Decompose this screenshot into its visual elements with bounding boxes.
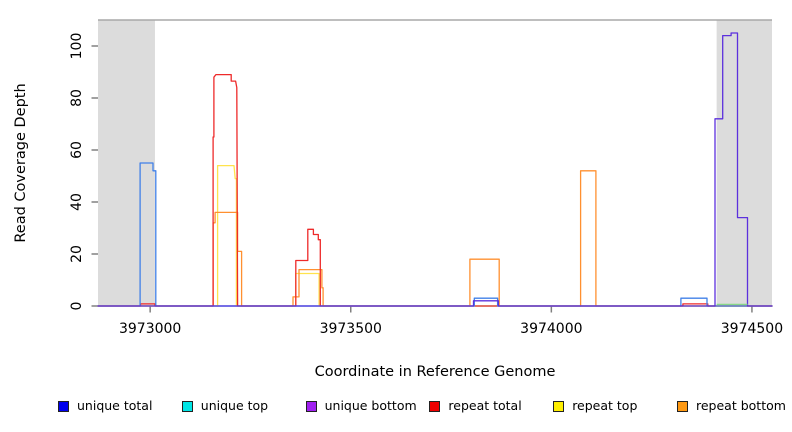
x-axis-title: Coordinate in Reference Genome (315, 364, 556, 380)
x-tick-label: 3973000 (119, 321, 181, 337)
series-line-repeat-top (97, 164, 773, 307)
legend-swatch-repeat-bottom (677, 400, 688, 412)
legend-item-repeat-top: repeat top (553, 398, 638, 413)
legend-swatch-unique-bottom (305, 400, 317, 412)
series-line-repeat-total (97, 73, 773, 307)
legend-swatch-repeat-total (429, 400, 441, 412)
legend-label: unique total (77, 398, 153, 413)
y-tick-label: 40 (69, 193, 85, 211)
y-axis-title: Read Coverage Depth (13, 83, 29, 242)
y-tick-label: 60 (69, 141, 85, 159)
legend-item-repeat-bottom: repeat bottom (677, 398, 786, 413)
legend-item-unique-total: unique total (58, 398, 153, 413)
coverage-plot: 3973000 3973500 3974000 3974500 0 20 40 60 80 100… (13, 19, 783, 380)
legend-item-repeat-total: repeat total (429, 398, 522, 413)
series-line-unique-total (97, 162, 773, 307)
legend-label: repeat bottom (696, 398, 786, 413)
y-tick-label: 100 (69, 33, 85, 60)
legend-label: unique bottom (324, 398, 417, 413)
masked-region-right (716, 20, 772, 306)
legend-swatch-unique-top (181, 400, 193, 412)
legend-swatch-repeat-top (553, 400, 565, 412)
series-line-unique-bottom (97, 32, 773, 307)
x-tick-label: 3974500 (721, 321, 783, 337)
x-tick-label: 3973500 (320, 321, 382, 337)
legend-swatch-unique-total (58, 400, 69, 412)
legend-label: repeat total (448, 398, 522, 413)
legend-item-unique-top: unique top (181, 398, 269, 413)
legend-label: repeat top (572, 398, 638, 413)
legend-item-unique-bottom: unique bottom (305, 398, 417, 413)
series-line-repeat-bottom (97, 170, 773, 307)
y-tick-label: 0 (69, 302, 85, 311)
y-tick-label: 20 (69, 245, 85, 263)
y-tick-label: 80 (69, 89, 85, 107)
axis-titles: Coordinate in Reference Genome Read Cove… (13, 83, 555, 380)
x-tick-label: 3974000 (520, 321, 582, 337)
legend-label: unique top (200, 398, 269, 413)
